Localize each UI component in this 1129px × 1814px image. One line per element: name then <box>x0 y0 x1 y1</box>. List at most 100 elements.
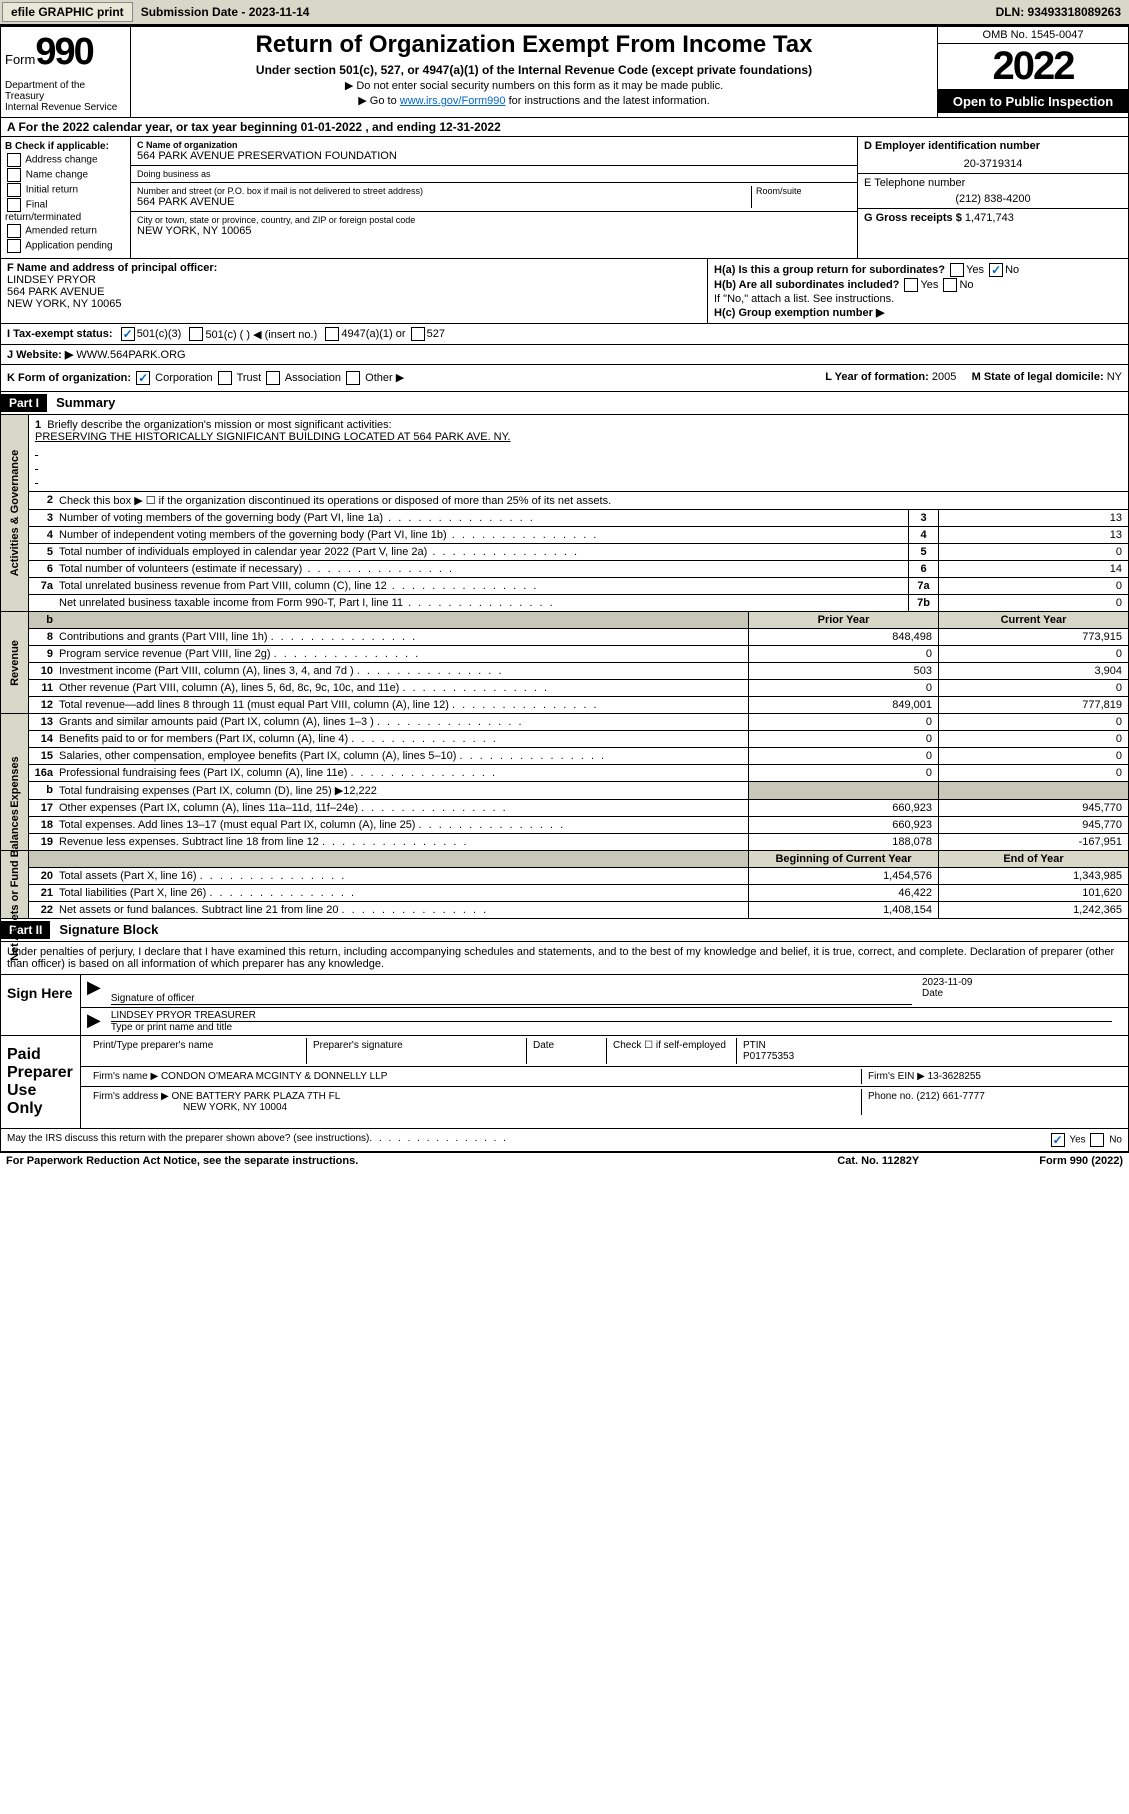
chk-4947[interactable] <box>325 327 339 341</box>
chk-amended[interactable]: Amended return <box>5 224 126 238</box>
hdr-curr: Current Year <box>938 612 1128 628</box>
hdr-beg: Beginning of Current Year <box>748 851 938 867</box>
hdr-prior: Prior Year <box>748 612 938 628</box>
form-org-label: K Form of organization: <box>7 372 131 384</box>
officer-sig-name: LINDSEY PRYOR TREASURER <box>111 1010 1112 1022</box>
discuss-no[interactable] <box>1090 1133 1104 1147</box>
data-line: 14Benefits paid to or for members (Part … <box>29 731 1128 748</box>
sig-officer-label: Signature of officer <box>111 993 195 1004</box>
chk-other[interactable] <box>346 371 360 385</box>
form-title: Return of Organization Exempt From Incom… <box>135 31 933 59</box>
footer: For Paperwork Reduction Act Notice, see … <box>0 1152 1129 1169</box>
ha-yes[interactable] <box>950 263 964 277</box>
domicile-label: M State of legal domicile: <box>972 371 1104 383</box>
chk-address[interactable]: Address change <box>5 153 126 167</box>
gov-line: 6Total number of volunteers (estimate if… <box>29 561 1128 578</box>
city: NEW YORK, NY 10065 <box>137 225 851 237</box>
gov-line: Net unrelated business taxable income fr… <box>29 595 1128 611</box>
data-line: bTotal fundraising expenses (Part IX, co… <box>29 782 1128 800</box>
data-line: 13Grants and similar amounts paid (Part … <box>29 714 1128 731</box>
chk-501c[interactable] <box>189 327 203 341</box>
hdr-end: End of Year <box>938 851 1128 867</box>
tax-year: 2022 <box>938 44 1128 90</box>
officer-label: F Name and address of principal officer: <box>7 262 701 274</box>
ptin: P01775353 <box>743 1051 794 1062</box>
year-formation-label: L Year of formation: <box>825 371 929 383</box>
gross-receipts: 1,471,743 <box>965 212 1014 224</box>
gross-label: G Gross receipts $ <box>864 212 962 224</box>
data-line: 8Contributions and grants (Part VIII, li… <box>29 629 1128 646</box>
form-subtitle: Under section 501(c), 527, or 4947(a)(1)… <box>135 63 933 77</box>
chk-501c3[interactable] <box>121 327 135 341</box>
inspection-label: Open to Public Inspection <box>938 90 1128 113</box>
chk-final[interactable]: Final return/terminated <box>5 198 126 223</box>
sign-here-label: Sign Here <box>1 975 81 1035</box>
chk-pending[interactable]: Application pending <box>5 239 126 253</box>
note-ssn: ▶ Do not enter social security numbers o… <box>135 79 933 92</box>
ha-label: H(a) Is this a group return for subordin… <box>714 264 945 276</box>
firm-phone: (212) 661-7777 <box>916 1091 984 1102</box>
hb-label: H(b) Are all subordinates included? <box>714 279 899 291</box>
side-revenue: Revenue <box>1 612 29 713</box>
data-line: 20Total assets (Part X, line 16) 1,454,5… <box>29 868 1128 885</box>
q1-label: Briefly describe the organization's miss… <box>47 419 391 431</box>
chk-assoc[interactable] <box>266 371 280 385</box>
section-d: D Employer identification number 20-37193… <box>858 137 1128 258</box>
telephone: (212) 838-4200 <box>864 193 1122 205</box>
firm-name: CONDON O'MEARA MCGINTY & DONNELLY LLP <box>161 1071 387 1082</box>
note-link: ▶ Go to www.irs.gov/Form990 for instruct… <box>135 94 933 107</box>
part1-header: Part I <box>1 394 47 412</box>
row-k: K Form of organization: Corporation Trus… <box>0 365 1129 392</box>
paid-preparer-label: Paid Preparer Use Only <box>1 1036 81 1128</box>
hb-yes[interactable] <box>904 278 918 292</box>
ein: 20-3719314 <box>864 158 1122 170</box>
org-name: 564 PARK AVENUE PRESERVATION FOUNDATION <box>137 150 851 162</box>
hb-note: If "No," attach a list. See instructions… <box>714 293 1122 305</box>
prep-sig-label: Preparer's signature <box>307 1038 527 1064</box>
chk-527[interactable] <box>411 327 425 341</box>
year-formation: 2005 <box>932 371 956 383</box>
gov-line: 3Number of voting members of the governi… <box>29 510 1128 527</box>
mission-text: PRESERVING THE HISTORICALLY SIGNIFICANT … <box>35 431 1122 445</box>
form-header: Form990 Department of the Treasury Inter… <box>0 26 1129 118</box>
data-line: 19Revenue less expenses. Subtract line 1… <box>29 834 1128 850</box>
prep-name-label: Print/Type preparer's name <box>87 1038 307 1064</box>
data-line: 9Program service revenue (Part VIII, lin… <box>29 646 1128 663</box>
side-netassets: Net Assets or Fund Balances <box>1 851 29 918</box>
street-label: Number and street (or P.O. box if mail i… <box>137 186 751 196</box>
ptin-label: PTIN <box>743 1040 766 1051</box>
firm-ein: 13-3628255 <box>928 1071 981 1082</box>
website-label: J Website: ▶ <box>7 348 73 361</box>
discuss-yes[interactable] <box>1051 1133 1065 1147</box>
gov-line: 7aTotal unrelated business revenue from … <box>29 578 1128 595</box>
phone-label: Phone no. <box>868 1091 914 1102</box>
sig-date-label: Date <box>922 988 943 999</box>
irs-link[interactable]: www.irs.gov/Form990 <box>400 95 506 107</box>
side-governance: Activities & Governance <box>1 415 29 611</box>
chk-corp[interactable] <box>136 371 150 385</box>
dba-label: Doing business as <box>137 169 851 179</box>
tel-label: E Telephone number <box>864 177 1122 189</box>
efile-btn[interactable]: efile GRAPHIC print <box>2 2 133 22</box>
dept-label: Department of the Treasury Internal Reve… <box>5 80 126 113</box>
ha-no[interactable] <box>989 263 1003 277</box>
city-label: City or town, state or province, country… <box>137 215 851 225</box>
tax-status-label: I Tax-exempt status: <box>7 328 113 340</box>
chk-initial[interactable]: Initial return <box>5 183 126 197</box>
self-emp-label: Check ☐ if self-employed <box>607 1038 737 1064</box>
data-line: 12Total revenue—add lines 8 through 11 (… <box>29 697 1128 713</box>
hb-no[interactable] <box>943 278 957 292</box>
officer-addr2: NEW YORK, NY 10065 <box>7 298 701 310</box>
firm-addr-label: Firm's address ▶ <box>93 1091 169 1102</box>
chk-name[interactable]: Name change <box>5 168 126 182</box>
part1-title: Summary <box>56 395 115 410</box>
section-h: H(a) Is this a group return for subordin… <box>708 259 1128 323</box>
data-line: 16aProfessional fundraising fees (Part I… <box>29 765 1128 782</box>
discuss-label: May the IRS discuss this return with the… <box>7 1133 369 1147</box>
chk-trust[interactable] <box>218 371 232 385</box>
firm-ein-label: Firm's EIN ▶ <box>868 1071 925 1082</box>
form-number: 990 <box>35 31 92 73</box>
ein-label: D Employer identification number <box>864 140 1122 152</box>
row-a-taxyear: A For the 2022 calendar year, or tax yea… <box>0 118 1129 137</box>
q2-label: Check this box ▶ ☐ if the organization d… <box>55 492 1128 509</box>
